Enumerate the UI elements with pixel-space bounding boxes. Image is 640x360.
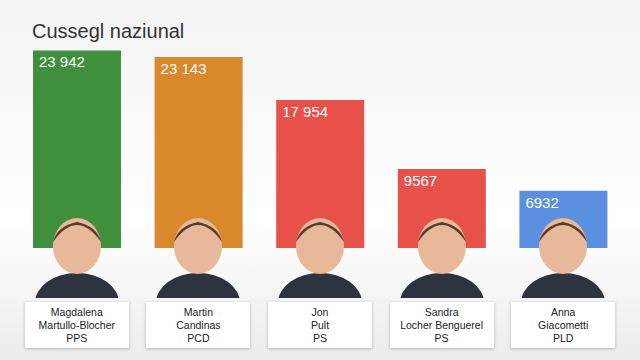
svg-text:9567: 9567: [404, 172, 437, 189]
html-text:Pult: Pult: [311, 318, 329, 331]
svg-text:6932: 6932: [525, 194, 558, 211]
html-text:Anna: Anna: [550, 305, 576, 318]
html-text:Candinas: Candinas: [176, 318, 221, 331]
html-text:PS: PS: [313, 331, 327, 344]
html-text:Magdalena: Magdalena: [50, 305, 103, 318]
html-text:Jon: Jon: [311, 305, 329, 318]
html-text:Cussegl naziunal: Cussegl naziunal: [32, 20, 185, 42]
svg-text:17 954: 17 954: [282, 103, 328, 120]
svg-text:23 143: 23 143: [161, 60, 207, 77]
html-text:Giacometti: Giacometti: [538, 318, 589, 331]
html-text:PCD: PCD: [187, 331, 210, 344]
html-text:Locher Benguerel: Locher Benguerel: [400, 318, 483, 331]
html-text:Martin: Martin: [183, 305, 213, 318]
svg-text:23 942: 23 942: [39, 53, 85, 70]
html-text:PS: PS: [434, 331, 449, 344]
html-text:PLD: PLD: [553, 331, 574, 344]
html-text:Martullo-Blocher: Martullo-Blocher: [38, 318, 115, 331]
html-text:Sandra: Sandra: [424, 305, 459, 318]
html-text:PPS: PPS: [66, 331, 88, 344]
